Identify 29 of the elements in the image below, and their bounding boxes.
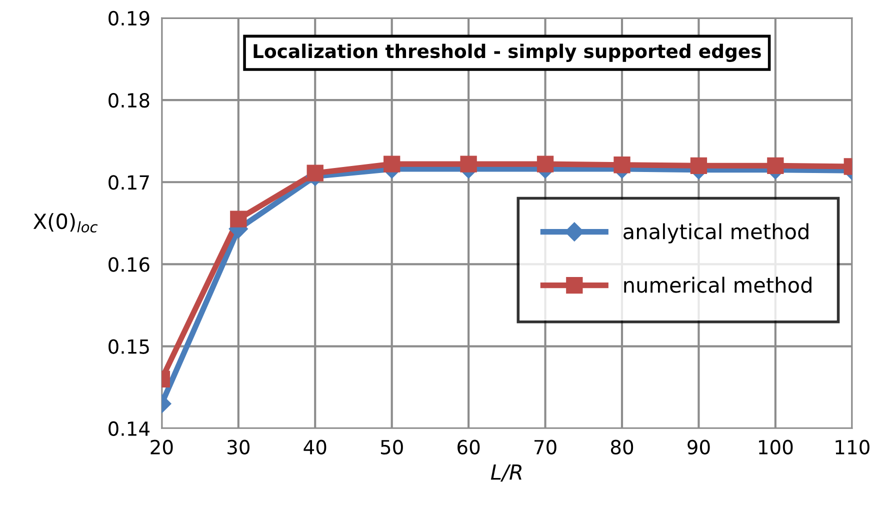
x-tick-label: 80	[610, 440, 634, 455]
y-tick-label: 0.14	[108, 421, 150, 436]
x-tick-label: 20	[150, 440, 173, 455]
point	[460, 156, 477, 172]
y-tick-label: 0.18	[108, 92, 150, 108]
y-axis-title: X(0)$_{loc}$	[33, 213, 98, 233]
y-tick-label: 0.15	[108, 339, 149, 354]
x-tick-label: 50	[380, 440, 403, 455]
legend-label: numerical method	[624, 276, 812, 293]
text: Localization threshold - simply supported edges	[254, 44, 761, 62]
y-tick-label: 0.16	[108, 257, 150, 272]
point	[384, 156, 400, 172]
point	[306, 164, 324, 182]
point	[536, 156, 554, 172]
legend-label: analytical method	[624, 223, 808, 244]
x-axis-title: L/R	[490, 464, 522, 482]
point	[230, 210, 247, 228]
x-tick-label: 70	[534, 440, 556, 455]
y-tick-label: 0.19	[108, 10, 150, 26]
x-tick-label: 60	[458, 440, 480, 455]
point	[767, 157, 784, 174]
point	[690, 157, 708, 174]
x-tick-label: 40	[304, 440, 326, 455]
point	[614, 156, 630, 174]
y-tick-label: 0.17	[108, 175, 149, 190]
x-tick-label: 30	[228, 440, 250, 455]
x-tick-label: 110	[836, 440, 870, 455]
x-tick-label: 100	[759, 440, 793, 455]
x-tick-label: 90	[688, 440, 710, 455]
